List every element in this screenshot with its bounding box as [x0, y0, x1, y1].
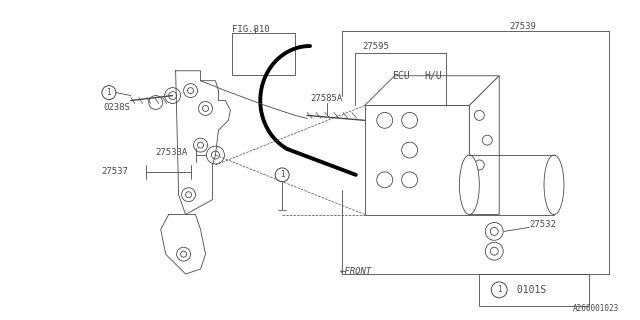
- Ellipse shape: [544, 155, 564, 214]
- Circle shape: [211, 151, 220, 159]
- Circle shape: [207, 146, 225, 164]
- Circle shape: [198, 101, 212, 116]
- Text: 1: 1: [497, 285, 502, 294]
- Circle shape: [180, 251, 187, 257]
- Circle shape: [377, 112, 393, 128]
- Circle shape: [485, 222, 503, 240]
- Bar: [365, 106, 469, 214]
- Circle shape: [188, 88, 193, 93]
- Circle shape: [402, 112, 417, 128]
- Circle shape: [186, 192, 191, 198]
- Circle shape: [402, 172, 417, 188]
- Text: 27595: 27595: [362, 43, 388, 52]
- Circle shape: [198, 142, 204, 148]
- Text: H/U: H/U: [424, 71, 442, 81]
- Circle shape: [169, 92, 177, 100]
- Text: 27532: 27532: [529, 220, 556, 229]
- Circle shape: [402, 142, 417, 158]
- Text: ←FRONT: ←FRONT: [340, 267, 372, 276]
- Ellipse shape: [460, 155, 479, 214]
- Circle shape: [148, 96, 163, 109]
- Circle shape: [102, 86, 116, 100]
- Bar: [479, 274, 589, 306]
- Text: 1: 1: [280, 170, 284, 180]
- Text: 27539: 27539: [509, 22, 536, 31]
- Circle shape: [164, 88, 180, 103]
- Circle shape: [193, 138, 207, 152]
- Polygon shape: [365, 76, 499, 106]
- Circle shape: [474, 160, 484, 170]
- Text: ECU: ECU: [392, 71, 410, 81]
- Polygon shape: [469, 76, 499, 214]
- Text: 0238S: 0238S: [103, 103, 130, 112]
- Circle shape: [490, 228, 498, 235]
- Circle shape: [474, 110, 484, 120]
- Text: 27585A: 27585A: [310, 94, 342, 103]
- Bar: [232, 33, 295, 75]
- Circle shape: [377, 172, 393, 188]
- Circle shape: [202, 106, 209, 111]
- Circle shape: [492, 282, 507, 298]
- Circle shape: [485, 242, 503, 260]
- Text: 27533A: 27533A: [156, 148, 188, 156]
- Circle shape: [177, 247, 191, 261]
- Text: 27537: 27537: [101, 167, 128, 176]
- Text: 1: 1: [107, 88, 111, 97]
- Circle shape: [275, 168, 289, 182]
- Circle shape: [483, 135, 492, 145]
- Circle shape: [184, 84, 198, 98]
- Text: 0101S: 0101S: [511, 285, 547, 295]
- Text: FIG.810: FIG.810: [232, 25, 270, 34]
- Circle shape: [490, 247, 498, 255]
- Circle shape: [182, 188, 196, 202]
- Text: A266001023: A266001023: [572, 304, 619, 313]
